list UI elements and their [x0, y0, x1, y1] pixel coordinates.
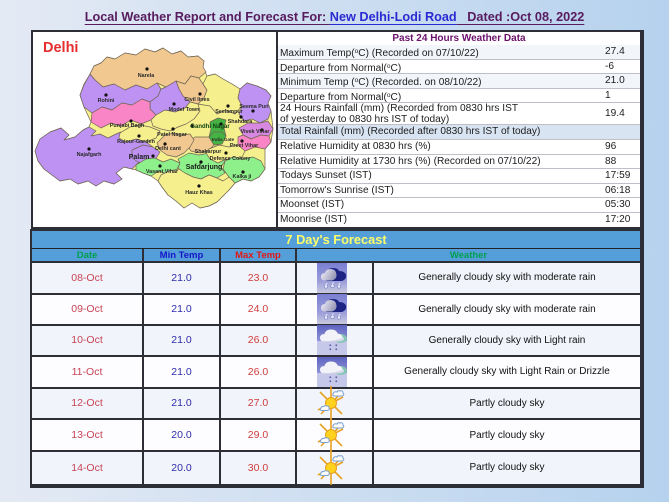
svg-text:Rohini: Rohini — [98, 98, 115, 104]
svg-text:Narela: Narela — [138, 73, 155, 79]
svg-text:Palam: Palam — [129, 154, 150, 161]
svg-text:Shahdara: Shahdara — [228, 119, 254, 125]
svg-text:Shakarpur: Shakarpur — [195, 149, 223, 155]
svg-text:Patel Nagar: Patel Nagar — [157, 132, 188, 138]
svg-text:Najafgarh: Najafgarh — [77, 152, 102, 158]
svg-text:Vivek Vihar: Vivek Vihar — [241, 129, 271, 135]
svg-text:Defence Colony: Defence Colony — [210, 156, 251, 162]
svg-text:Rajour-Garden: Rajour-Garden — [117, 139, 155, 145]
svg-text:Model Town: Model Town — [169, 107, 200, 113]
svg-text:Civil lines: Civil lines — [184, 97, 209, 103]
svg-text:Delhi: Delhi — [43, 40, 78, 56]
svg-text:India Gate: India Gate — [212, 137, 235, 142]
svg-text:Gandhi Nagar: Gandhi Nagar — [190, 124, 230, 130]
svg-text:Seelampur: Seelampur — [215, 109, 243, 115]
svg-text:Delhi cant: Delhi cant — [155, 146, 181, 152]
svg-text:Hauz Khas: Hauz Khas — [185, 190, 213, 196]
svg-text:Vasant Vihar: Vasant Vihar — [146, 169, 179, 175]
svg-text:Kalka ji: Kalka ji — [233, 174, 252, 180]
svg-text:Seema Puri: Seema Puri — [239, 104, 269, 110]
svg-text:Preet Vihar: Preet Vihar — [230, 143, 259, 149]
svg-text:Safdarjung: Safdarjung — [186, 164, 223, 171]
svg-text:Punjabi Bagh: Punjabi Bagh — [110, 123, 144, 129]
